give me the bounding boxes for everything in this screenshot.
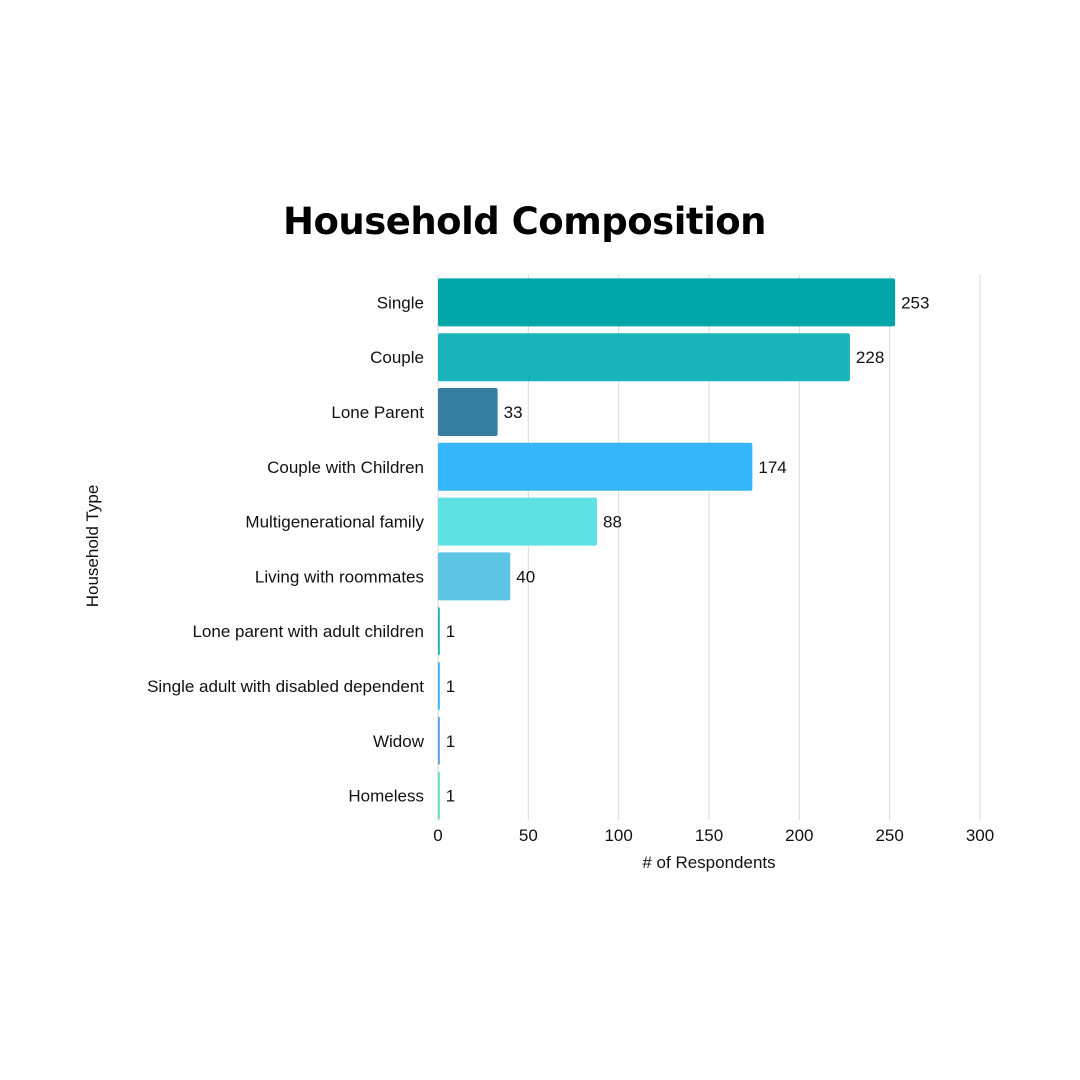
x-tick-label: 0 — [433, 826, 442, 845]
bar — [438, 497, 597, 546]
data-label: 228 — [856, 348, 884, 367]
chart-title: Household Composition — [283, 200, 767, 243]
bar — [438, 388, 498, 436]
data-label: 174 — [758, 458, 786, 477]
data-label: 88 — [603, 513, 622, 532]
bar — [438, 771, 440, 820]
data-label: 1 — [446, 732, 455, 751]
category-label: Living with roommates — [255, 567, 424, 586]
bar — [438, 442, 753, 491]
bar — [438, 716, 440, 765]
bar — [438, 333, 850, 382]
category-label: Single — [377, 293, 424, 312]
bar — [438, 552, 511, 601]
x-tick-label: 150 — [695, 826, 723, 845]
data-label: 253 — [901, 293, 929, 312]
category-label: Lone parent with adult children — [192, 622, 424, 641]
x-axis-title: # of Respondents — [642, 853, 775, 872]
bar — [438, 607, 440, 656]
data-label: 1 — [446, 622, 455, 641]
bar — [438, 278, 896, 327]
category-label: Couple with Children — [267, 458, 424, 477]
data-label: 1 — [446, 677, 455, 696]
x-tick-label: 300 — [966, 826, 994, 845]
category-label: Widow — [373, 732, 425, 751]
x-tick-label: 250 — [875, 826, 903, 845]
category-label: Single adult with disabled dependent — [147, 677, 424, 696]
category-label: Homeless — [348, 787, 424, 806]
bars — [438, 278, 896, 820]
labels: 0 50 100 150 200 250 300 Single 253 Couple 228 Lone… — [147, 293, 994, 845]
x-tick-label: 50 — [519, 826, 538, 845]
data-label: 1 — [446, 787, 455, 806]
y-axis-title: Household Type — [83, 485, 102, 608]
category-label: Multigenerational family — [245, 513, 424, 532]
x-tick-label: 100 — [604, 826, 632, 845]
category-label: Lone Parent — [331, 403, 424, 422]
bar — [438, 662, 440, 710]
category-label: Couple — [370, 348, 424, 367]
x-tick-label: 200 — [785, 826, 813, 845]
data-label: 40 — [516, 567, 535, 586]
data-label: 33 — [504, 403, 523, 422]
